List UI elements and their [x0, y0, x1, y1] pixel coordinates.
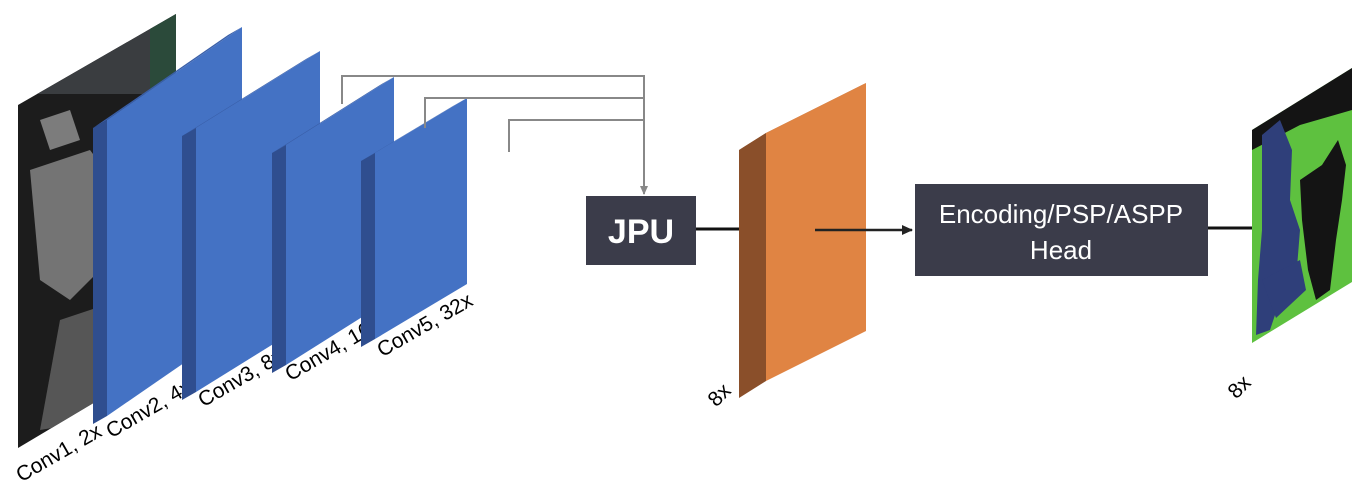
- jpu-box: JPU: [586, 196, 696, 265]
- conv5-front-face: [375, 98, 467, 339]
- conv3-top-face: [182, 51, 320, 136]
- head-label-line1: Encoding/PSP/ASPP: [939, 199, 1183, 229]
- conv5-top-face: [361, 98, 467, 161]
- conv5-side-face: [361, 153, 375, 347]
- conv4-top-face: [272, 77, 394, 153]
- feature-map-scale-label: 8x: [704, 379, 736, 411]
- output-segmentation-map: [1252, 68, 1352, 343]
- upsampled-feature-map: [739, 83, 866, 398]
- head-label-line2: Head: [1030, 235, 1092, 265]
- output-scale-label: 8x: [1224, 371, 1256, 403]
- segmentation-head-box: Encoding/PSP/ASPP Head: [915, 184, 1208, 276]
- jpu-skip-connections: [341, 75, 648, 195]
- conv2-top-face: [93, 27, 242, 128]
- conv3-side-face: [182, 128, 196, 400]
- jpu-label: JPU: [608, 213, 674, 251]
- conv4-side-face: [272, 145, 286, 373]
- conv2-side-face: [93, 120, 107, 424]
